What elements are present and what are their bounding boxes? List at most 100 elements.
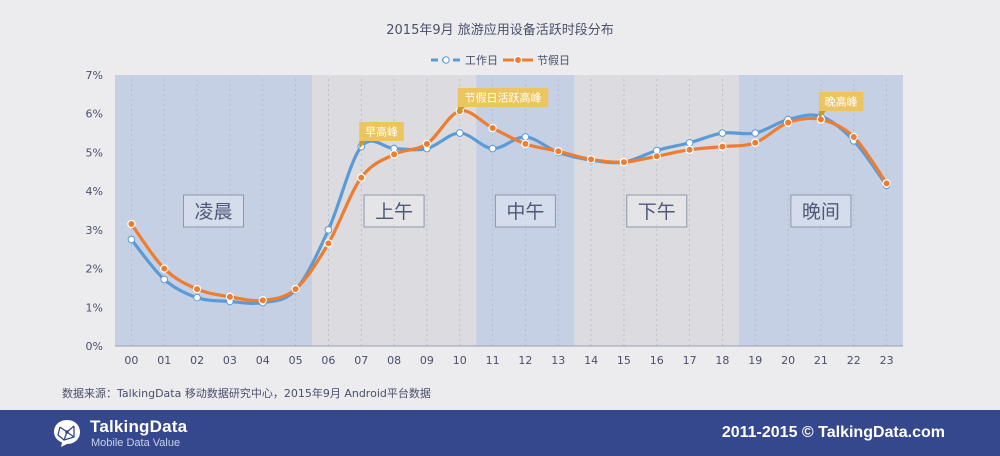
point-holiday [751, 138, 760, 147]
x-tick-label: 21 [814, 354, 828, 367]
x-tick-label: 03 [223, 354, 237, 367]
x-tick-label: 18 [715, 354, 729, 367]
point-holiday [816, 115, 826, 124]
band-label: 凌晨 [194, 201, 232, 223]
x-tick-label: 19 [748, 354, 762, 367]
annotation-flag-1 [457, 88, 549, 107]
chart-title: 2015年9月 旅游应用设备活跃时段分布 [386, 22, 614, 38]
annotation-flag-0 [359, 122, 404, 141]
y-tick-label: 4% [86, 185, 103, 198]
annotation-flag-tail [359, 141, 367, 149]
talkingdata-logo-icon [54, 420, 80, 447]
point-holiday [488, 123, 497, 133]
point-holiday [521, 139, 530, 149]
chart: 2015年9月 旅游应用设备活跃时段分布 工作日 节假日 凌晨 上午 中午 下午 晚间 0… [62, 22, 903, 400]
point-weekday [718, 129, 727, 137]
point-weekday [160, 275, 169, 284]
point-holiday [619, 157, 629, 167]
point-holiday [718, 142, 727, 151]
y-tick-label: 3% [86, 224, 103, 237]
y-tick-label: 0% [86, 340, 103, 353]
axes: 0% 1% 2% 3% 4% 5% 6% 7% 00 01 02 03 04 05 06 07 08 09 10 11… [86, 69, 903, 367]
x-tick-label: 07 [354, 354, 368, 367]
y-tick-label: 6% [86, 108, 103, 121]
y-tick-label: 5% [86, 146, 103, 159]
legend-marker-holiday [513, 55, 523, 65]
x-tick-label: 12 [518, 354, 532, 367]
x-tick-label: 23 [880, 354, 894, 367]
x-tick-label: 20 [781, 354, 795, 367]
point-holiday [685, 145, 694, 154]
point-weekday [455, 129, 464, 137]
point-holiday [882, 179, 891, 188]
band-label: 晚间 [802, 201, 840, 223]
x-tick-label: 05 [289, 354, 303, 367]
x-tick-label: 00 [124, 354, 138, 367]
annotation-flag-2 [818, 92, 864, 111]
legend-marker-weekday [442, 56, 450, 64]
point-holiday [192, 284, 202, 294]
point-holiday [357, 173, 366, 182]
y-tick-label: 1% [86, 301, 103, 314]
legend-label-holiday: 节假日 [537, 53, 570, 67]
x-tick-label: 16 [650, 354, 664, 367]
x-tick-label: 08 [387, 354, 401, 367]
band-label-box [183, 194, 244, 228]
brand-tagline: Mobile Data Value [91, 437, 181, 449]
point-weekday [488, 144, 497, 153]
y-tick-label: 2% [86, 263, 103, 276]
x-tick-label: 14 [584, 354, 598, 367]
point-holiday [849, 132, 858, 142]
x-tick-label: 13 [551, 354, 565, 367]
point-holiday [225, 292, 235, 302]
point-holiday [160, 264, 169, 273]
point-holiday [324, 239, 333, 248]
annotation-label: 节假日活跃高峰 [465, 91, 542, 105]
y-tick-label: 7% [86, 69, 103, 82]
point-weekday [127, 235, 136, 244]
point-weekday [324, 226, 333, 234]
x-tick-label: 10 [453, 354, 467, 367]
x-tick-label: 02 [190, 354, 204, 367]
band-label-box [494, 194, 556, 228]
band-label-box [363, 194, 425, 228]
point-holiday [291, 284, 300, 294]
point-weekday [521, 133, 530, 141]
x-tick-label: 06 [321, 354, 335, 367]
x-tick-label: 01 [157, 354, 171, 367]
annotation-label: 晚高峰 [825, 95, 858, 109]
copyright: 2011-2015 © TalkingData.com [721, 424, 945, 441]
point-holiday [127, 219, 136, 229]
x-tick-label: 22 [847, 354, 861, 367]
point-weekday [193, 293, 201, 302]
point-weekday [751, 129, 760, 137]
point-holiday [389, 150, 399, 159]
point-holiday [783, 118, 793, 127]
point-holiday [652, 152, 661, 161]
legend: 工作日 节假日 [431, 53, 570, 67]
time-bands: 凌晨 上午 中午 下午 晚间 [115, 75, 903, 346]
point-weekday [685, 138, 694, 147]
band-label: 中午 [506, 201, 544, 223]
band-label: 上午 [375, 201, 413, 223]
point-holiday [586, 155, 596, 164]
x-tick-label: 11 [486, 354, 500, 367]
footer-bar: TalkingData Mobile Data Value 2011-2015 … [0, 410, 1000, 456]
point-holiday [258, 296, 267, 305]
point-holiday [554, 147, 563, 156]
x-tick-label: 04 [256, 354, 270, 367]
annotation-flag-tail [818, 111, 826, 119]
band-label-box [790, 194, 852, 228]
brand-name: TalkingData [90, 417, 188, 436]
band-label: 下午 [638, 201, 676, 223]
x-tick-label: 15 [617, 354, 631, 367]
source-note: 数据来源：TalkingData 移动数据研究中心，2015年9月 Androi… [62, 386, 431, 400]
x-tick-label: 09 [420, 354, 434, 367]
x-tick-label: 17 [683, 354, 697, 367]
legend-label-weekday: 工作日 [465, 54, 498, 67]
annotations: 早高峰 节假日活跃高峰 晚高峰 [359, 88, 864, 149]
point-holiday [422, 139, 432, 149]
band-label-box [626, 194, 688, 228]
annotation-label: 早高峰 [365, 125, 398, 139]
annotation-flag-tail [457, 107, 465, 115]
